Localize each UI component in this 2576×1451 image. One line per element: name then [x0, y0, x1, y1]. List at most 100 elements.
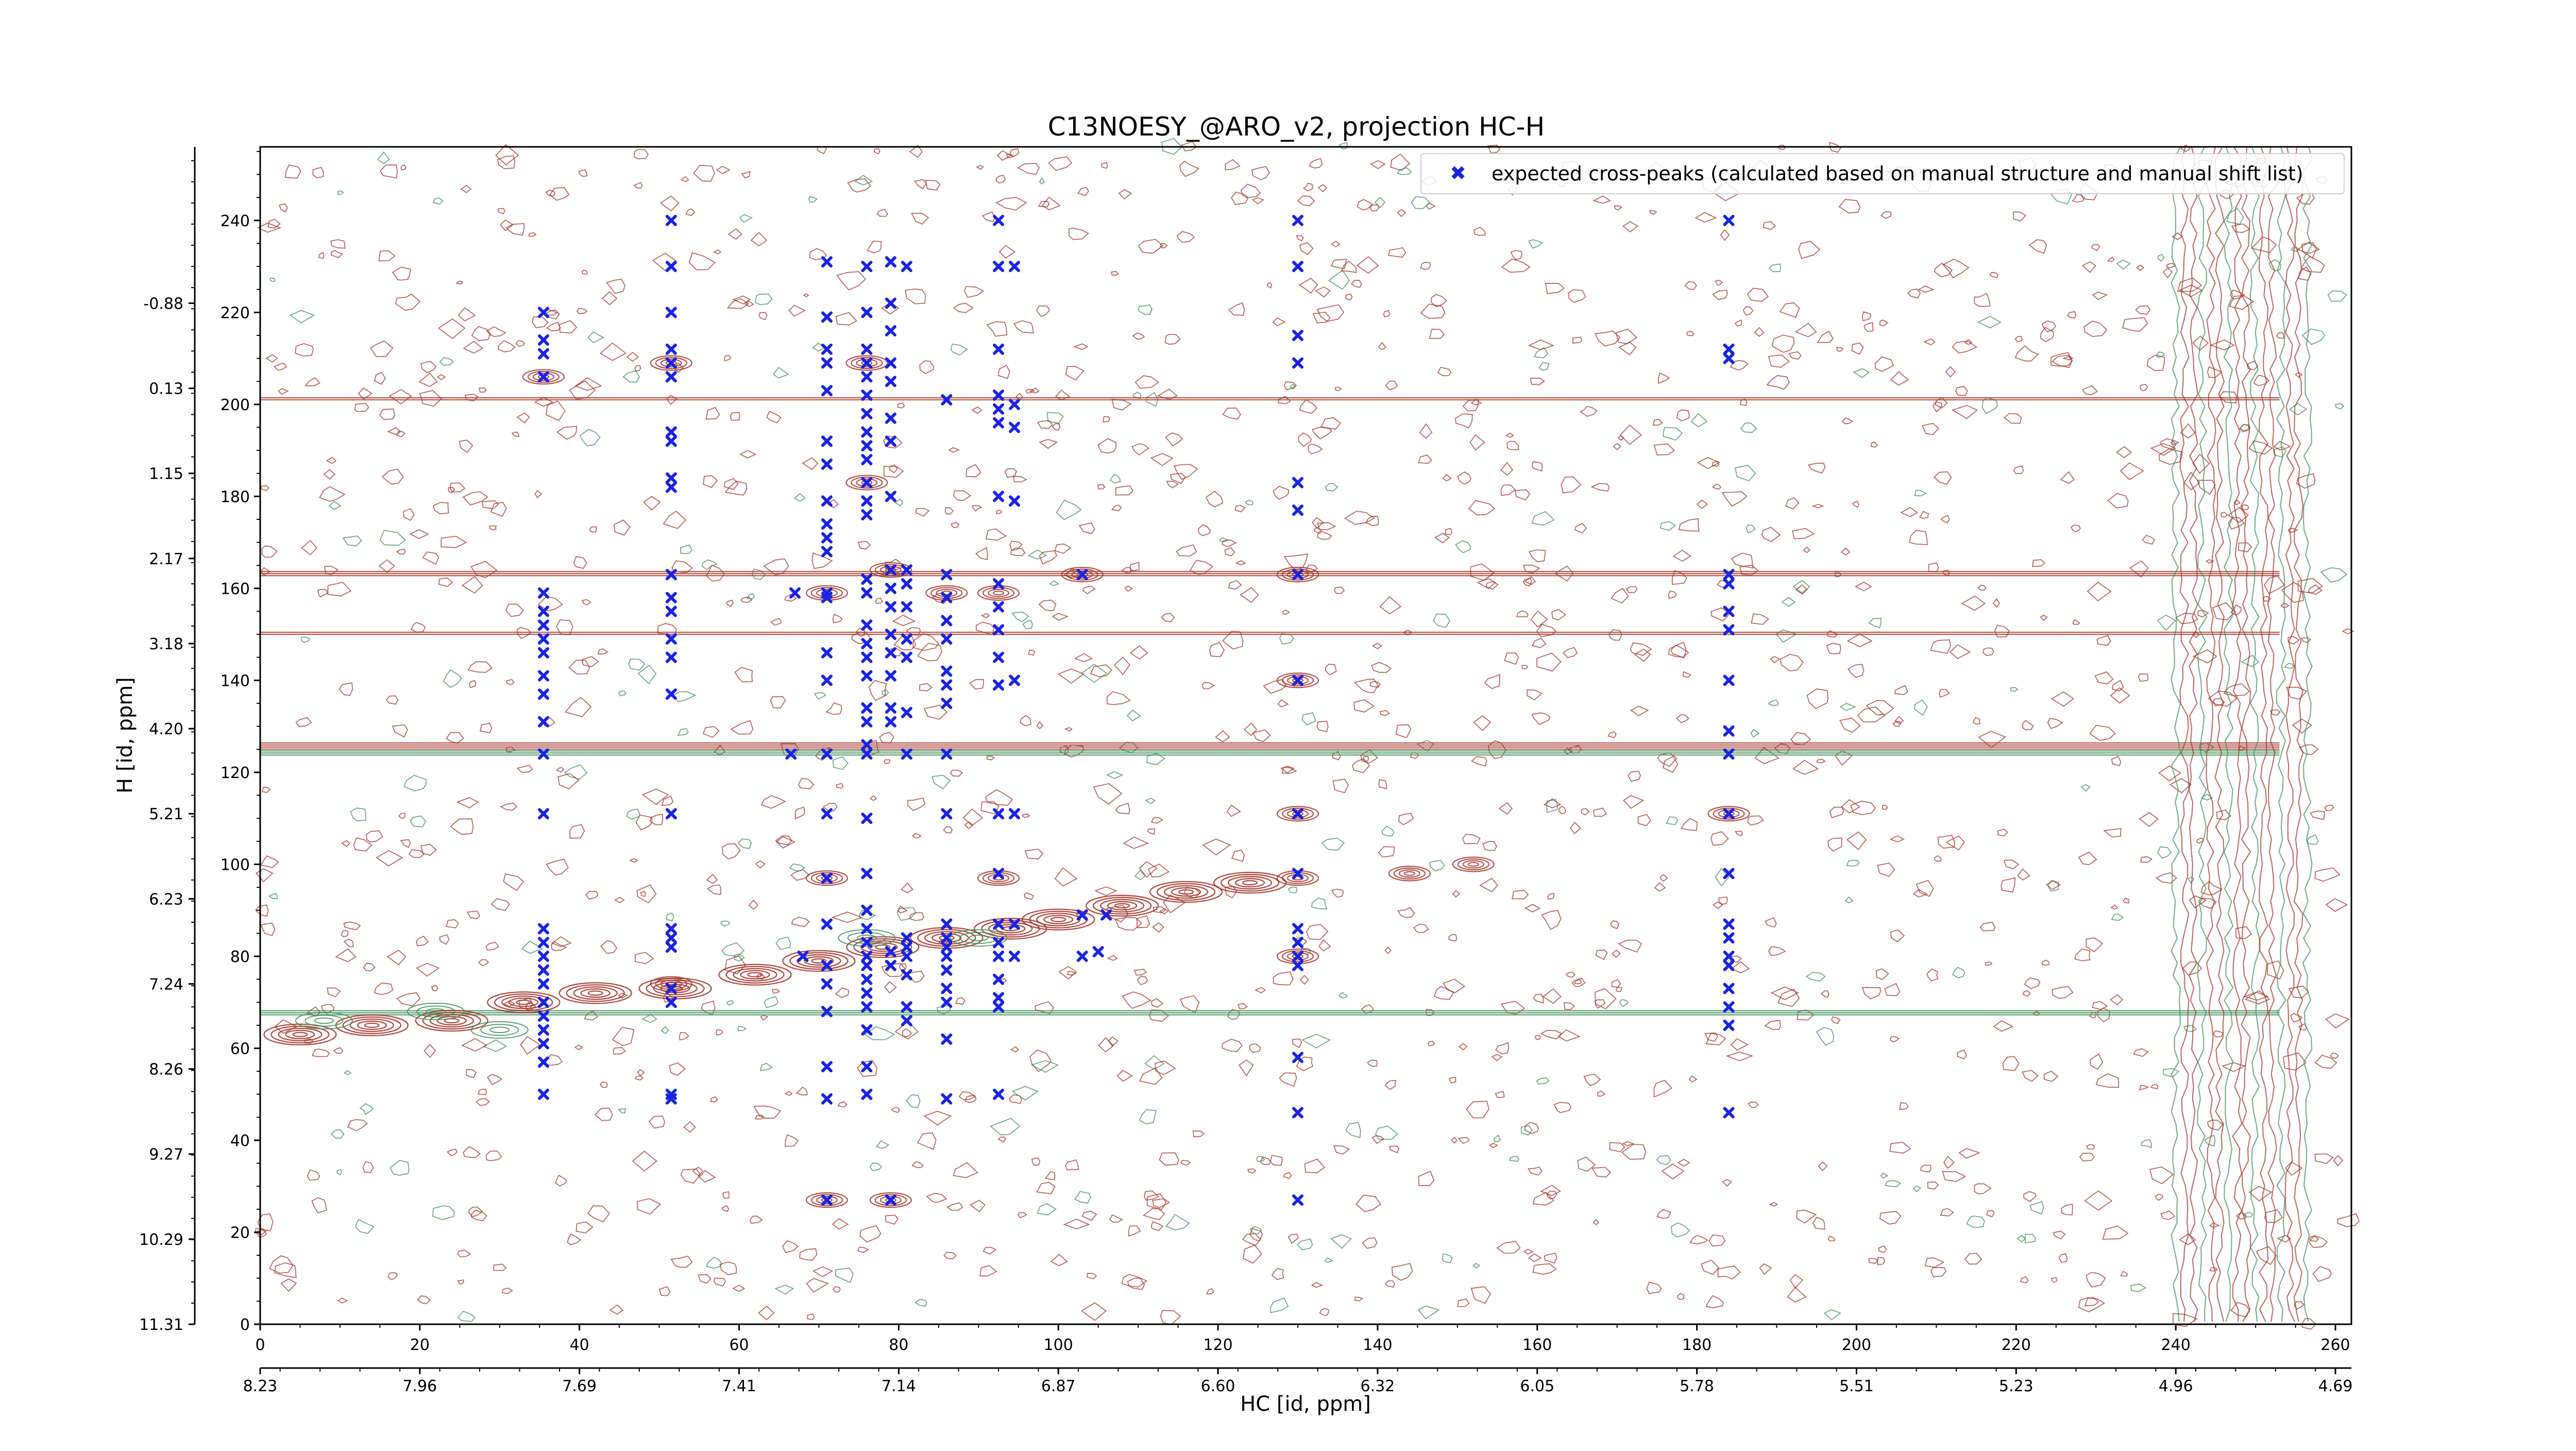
cross-peak-marker — [821, 495, 833, 507]
cross-peak-marker — [665, 569, 677, 581]
y-ppm-tick-label: 0.13 — [149, 380, 183, 398]
cross-peak-marker — [941, 932, 953, 944]
cross-peak-marker — [537, 605, 549, 617]
cross-peak-marker — [993, 651, 1005, 663]
cross-peak-contour — [1452, 856, 1495, 872]
cross-peak-marker — [537, 1024, 549, 1036]
cross-peak-marker — [821, 1093, 833, 1105]
cross-peak-marker — [941, 941, 953, 953]
cross-peak-marker — [861, 987, 873, 999]
negative-peak — [950, 929, 1008, 947]
y-tick-label: 60 — [230, 1040, 250, 1058]
cross-peak-marker — [821, 959, 833, 971]
x-tick-label: 0 — [255, 1336, 265, 1354]
cross-peak-marker — [665, 1093, 677, 1105]
cross-peak-marker — [861, 371, 873, 383]
negative-peak — [295, 1011, 353, 1030]
cross-peak-marker — [885, 256, 896, 268]
cross-peak-marker — [861, 261, 873, 273]
cross-peak-marker — [885, 376, 896, 387]
cross-peak-marker — [861, 440, 873, 452]
cross-peak-marker — [1723, 214, 1735, 226]
cross-peak-marker — [537, 1056, 549, 1068]
cross-peak-markers — [537, 214, 1735, 1206]
x-ppm-tick-label: 6.60 — [1201, 1377, 1235, 1395]
cross-peak-marker — [885, 564, 896, 576]
cross-peak-marker — [821, 311, 833, 323]
x-axis-label: HC [id, ppm] — [1240, 1392, 1371, 1416]
cross-peak-marker — [993, 578, 1005, 589]
cross-peak-marker — [861, 716, 873, 728]
cross-peak-marker — [861, 923, 873, 935]
x-tick-label: 220 — [2002, 1336, 2031, 1354]
cross-peak-marker — [821, 918, 833, 930]
cross-peak-marker — [901, 748, 912, 760]
y-tick-label: 140 — [221, 672, 250, 690]
cross-peak-marker — [885, 716, 896, 728]
cross-peak-marker — [1723, 1019, 1735, 1031]
cross-peak-marker — [993, 679, 1005, 691]
x-tick-label: 60 — [729, 1336, 749, 1354]
cross-peak-marker — [1723, 1107, 1735, 1119]
cross-peak-marker — [861, 307, 873, 318]
cross-peak-marker — [537, 748, 549, 760]
cross-peak-marker — [665, 592, 677, 603]
cross-peak-marker — [821, 1006, 833, 1018]
cross-peak-marker — [861, 453, 873, 465]
x-tick-label: 240 — [2161, 1336, 2191, 1354]
x-ppm-tick-label: 7.14 — [882, 1377, 916, 1395]
cross-peak-marker — [993, 992, 1005, 1004]
cross-peak-marker — [861, 343, 873, 355]
cross-peak-marker — [665, 983, 677, 994]
vertical-artifact-band — [2171, 146, 2313, 1322]
cross-peak-marker — [941, 569, 953, 581]
cross-peak-marker — [821, 458, 833, 470]
cross-peak-marker — [665, 633, 677, 645]
cross-peak-contour — [805, 1192, 849, 1208]
cross-peak-marker — [1009, 808, 1021, 820]
cross-peak-marker — [1009, 950, 1021, 962]
cross-peak-marker — [941, 592, 953, 603]
diagonal-peak — [558, 982, 632, 1004]
cross-peak-marker — [537, 307, 549, 318]
cross-peak-marker — [993, 214, 1005, 226]
cross-peak-marker — [941, 997, 953, 1008]
cross-peak-marker — [1292, 923, 1304, 935]
cross-peak-marker — [861, 950, 873, 962]
x-tick-label: 120 — [1203, 1336, 1232, 1354]
cross-peak-marker — [885, 629, 896, 640]
cross-peak-marker — [901, 651, 912, 663]
cross-peak-marker — [861, 868, 873, 880]
diagonal-peak — [487, 991, 561, 1014]
cross-peak-marker — [885, 325, 896, 337]
cross-peak-marker — [861, 937, 873, 949]
y-ppm-tick-label: 4.20 — [149, 720, 183, 738]
y-ppm-tick-label: 10.29 — [139, 1231, 183, 1249]
diagonal-peak — [1149, 881, 1223, 903]
cross-peak-marker — [1723, 983, 1735, 994]
cross-peak-marker — [537, 1038, 549, 1050]
cross-peak-marker — [861, 408, 873, 419]
diagonal-peak — [1213, 871, 1287, 894]
cross-peak-marker — [861, 739, 873, 751]
cross-peak-marker — [1723, 932, 1735, 944]
cross-peak-contour — [1276, 948, 1319, 965]
cross-peak-marker — [993, 389, 1005, 401]
diagonal-peak — [782, 950, 856, 972]
x-tick-label: 140 — [1363, 1336, 1392, 1354]
cross-peak-marker — [665, 651, 677, 663]
cross-peak-marker — [821, 256, 833, 268]
cross-peak-marker — [885, 647, 896, 659]
cross-peak-marker — [821, 808, 833, 820]
cross-peak-marker — [885, 601, 896, 613]
cross-peak-marker — [537, 371, 549, 383]
cross-peak-marker — [665, 481, 677, 493]
cross-peak-marker — [1723, 624, 1735, 636]
cross-peak-contour — [650, 355, 692, 371]
cross-peak-marker — [665, 261, 677, 273]
cross-peak-marker — [901, 633, 912, 645]
cross-peak-marker — [861, 748, 873, 760]
x-ppm-tick-label: 4.69 — [2318, 1377, 2353, 1395]
cross-peak-marker — [993, 937, 1005, 949]
cross-peak-marker — [993, 261, 1005, 273]
